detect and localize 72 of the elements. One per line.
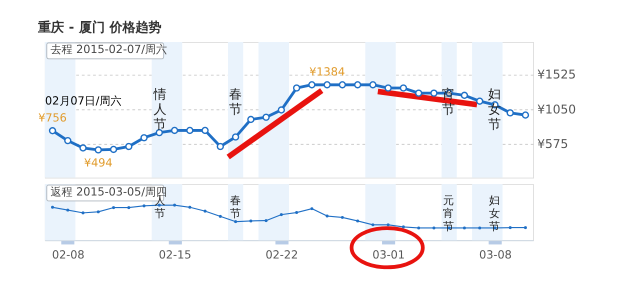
point [96, 210, 100, 214]
point [125, 142, 132, 150]
y-tick-label: ¥1525 [537, 68, 576, 82]
point [188, 206, 192, 209]
point [112, 206, 116, 210]
point [142, 204, 146, 208]
point [51, 206, 54, 209]
annotation: 情人节 [152, 87, 167, 132]
point [127, 206, 130, 210]
point [524, 226, 527, 230]
point [94, 146, 102, 154]
point [415, 89, 422, 97]
point [384, 84, 392, 92]
x-tick-label: 02-08 [52, 248, 85, 262]
point [234, 220, 238, 224]
point [386, 223, 390, 226]
point [295, 211, 298, 214]
point [249, 219, 252, 222]
annotation: 02月07日/周六 [45, 94, 122, 108]
point [110, 146, 118, 154]
point [460, 92, 468, 99]
point [326, 214, 329, 218]
point [140, 134, 148, 142]
point [64, 136, 72, 144]
point [216, 142, 224, 150]
point [417, 226, 420, 230]
point [82, 211, 85, 214]
x-tick-label: 02-22 [266, 248, 298, 262]
point [508, 226, 512, 230]
x-tick-label: 03-08 [479, 248, 512, 262]
x-tick-label: 02-15 [158, 248, 192, 262]
point [280, 213, 283, 216]
data-label: ¥756 [38, 111, 67, 124]
point [79, 144, 87, 152]
point [66, 208, 70, 212]
point [478, 226, 482, 230]
point [400, 84, 408, 92]
point [262, 114, 270, 121]
chart-title: 重庆 - 厦门 价格趋势 [37, 20, 162, 36]
point [310, 207, 314, 210]
point [170, 126, 178, 134]
point [292, 84, 300, 92]
point [204, 210, 207, 213]
point [323, 81, 331, 88]
point [186, 126, 194, 134]
point [264, 219, 268, 222]
y-tick-label: ¥1050 [537, 102, 576, 116]
point [402, 225, 405, 228]
point [201, 126, 209, 134]
annotation: 春节 [228, 87, 242, 118]
point [278, 106, 286, 114]
point [356, 219, 360, 222]
point [430, 89, 438, 97]
data-label: ¥1384 [309, 65, 345, 78]
point [338, 81, 346, 88]
point [232, 133, 240, 141]
point [522, 111, 530, 119]
annotation: 去程 2015-02-07/周六 [50, 43, 168, 56]
point [308, 81, 316, 88]
point [218, 214, 222, 218]
annotation: 春节 [230, 194, 241, 220]
point [354, 81, 362, 88]
point [506, 109, 514, 117]
x-tick-label: 03-01 [372, 248, 405, 262]
point [371, 223, 374, 226]
point [369, 81, 377, 88]
point [173, 204, 176, 207]
point [247, 116, 255, 124]
point [476, 98, 484, 105]
y-tick-label: ¥575 [537, 137, 568, 152]
point [48, 127, 56, 134]
data-label: ¥494 [84, 156, 113, 170]
